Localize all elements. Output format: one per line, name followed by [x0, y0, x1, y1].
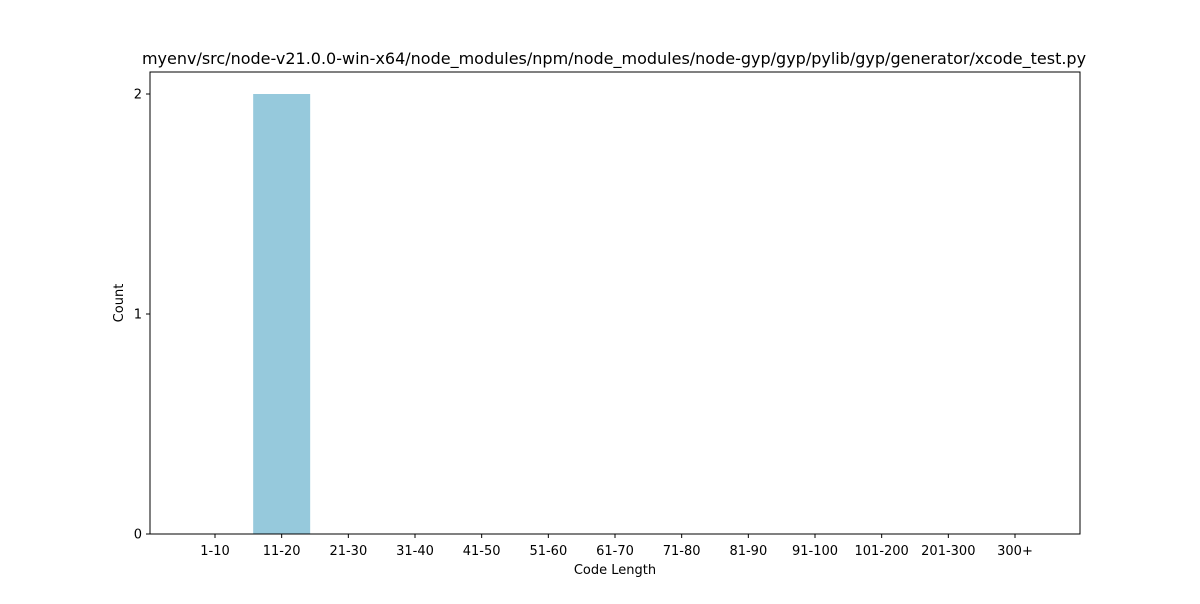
x-tick-label: 91-100	[792, 544, 838, 559]
x-tick-label: 201-300	[921, 544, 975, 559]
chart-title: myenv/src/node-v21.0.0-win-x64/node_modu…	[142, 49, 1086, 69]
bars-layer	[253, 94, 311, 534]
bar-11-20	[253, 94, 311, 534]
y-tick-label: 0	[134, 528, 142, 543]
y-axis-label: Count	[112, 284, 127, 323]
x-tick-label: 21-30	[329, 544, 367, 559]
x-tick-label: 101-200	[855, 544, 909, 559]
x-axis: 1-10 11-20 21-30 31-40 41-50 51-60 61-70 71-80 8…	[200, 534, 1033, 559]
y-tick-label: 1	[134, 308, 142, 323]
x-tick-label: 41-50	[463, 544, 501, 559]
y-tick-label: 2	[134, 88, 142, 103]
x-tick-label: 71-80	[663, 544, 701, 559]
x-axis-label: Code Length	[574, 563, 656, 578]
x-tick-label: 300+	[997, 544, 1033, 559]
x-tick-label: 11-20	[263, 544, 301, 559]
x-tick-label: 51-60	[529, 544, 567, 559]
x-tick-label: 1-10	[200, 544, 230, 559]
y-axis: 0 1 2	[134, 88, 150, 543]
x-tick-label: 61-70	[596, 544, 634, 559]
x-tick-label: 81-90	[729, 544, 767, 559]
x-tick-label: 31-40	[396, 544, 434, 559]
